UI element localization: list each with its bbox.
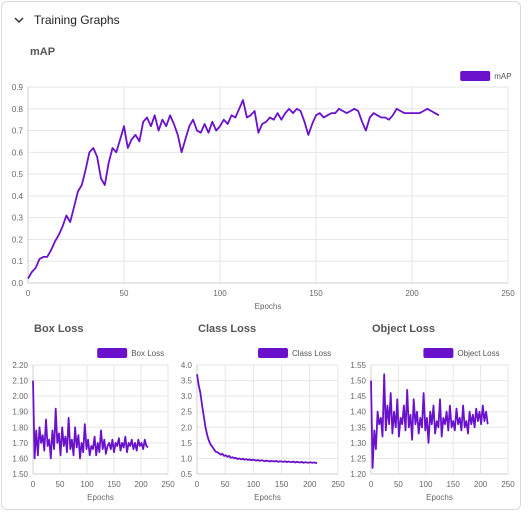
box-ytick-label: 1.70 [12, 439, 28, 448]
object-legend-swatch [423, 348, 454, 358]
class-ytick-label: 1.5 [181, 439, 193, 448]
training-graphs-header[interactable]: Training Graphs [2, 2, 520, 38]
object-xtick-label: 250 [501, 480, 515, 489]
map-ytick-label: 0.8 [12, 105, 24, 114]
box-ytick-label: 1.90 [12, 408, 28, 417]
map-ytick-label: 0.5 [12, 170, 24, 179]
class-xtick-label: 200 [303, 480, 317, 489]
object-series-line [370, 373, 489, 469]
class-series-line [196, 374, 318, 464]
class-legend-swatch [258, 348, 288, 358]
class-xtick-label: 0 [195, 480, 200, 489]
box-legend-label: Box Loss [131, 349, 164, 358]
map-xtick-label: 200 [405, 289, 419, 298]
class-ytick-label: 3.0 [181, 392, 193, 401]
object-ytick-label: 1.40 [350, 408, 366, 417]
map-series-line [27, 99, 440, 280]
map-x-axis-label: Epochs [255, 302, 282, 311]
class-xtick-label: 50 [221, 480, 230, 489]
box-ytick-label: 1.50 [12, 470, 28, 479]
class-xtick-label: 100 [247, 480, 261, 489]
class-ytick-label: 0.5 [181, 470, 193, 479]
class-xtick-label: 250 [331, 480, 345, 489]
box-series-line [32, 380, 149, 460]
panel-title: Training Graphs [34, 13, 120, 27]
box-xtick-label: 150 [107, 480, 121, 489]
object-x-axis-label: Epochs [426, 493, 453, 502]
box-ytick-label: 1.80 [12, 423, 28, 432]
class-ytick-label: 1.0 [181, 454, 193, 463]
box-legend-swatch [97, 348, 128, 358]
class-x-axis-label: Epochs [254, 493, 281, 502]
class-ytick-label: 2.5 [181, 408, 193, 417]
object-ytick-label: 1.25 [350, 454, 366, 463]
box-xtick-label: 100 [80, 480, 94, 489]
class-legend-label: Class Loss [292, 349, 331, 358]
map-xtick-label: 100 [213, 289, 227, 298]
object-ytick-label: 1.55 [350, 361, 366, 370]
box-x-axis-label: Epochs [87, 493, 114, 502]
chevron-down-icon[interactable] [13, 14, 25, 26]
box-ytick-label: 1.60 [12, 454, 28, 463]
map-xtick-label: 250 [501, 289, 515, 298]
map-legend-label: mAP [494, 72, 511, 81]
object-ytick-label: 1.30 [350, 439, 366, 448]
map-ytick-label: 0.7 [12, 127, 24, 136]
box-xtick-label: 250 [161, 480, 175, 489]
object-ytick-label: 1.45 [350, 392, 366, 401]
map-ytick-label: 0.6 [12, 148, 24, 157]
class-ytick-label: 4.0 [181, 361, 193, 370]
map-ytick-label: 0.0 [12, 279, 24, 288]
box-xtick-label: 0 [31, 480, 36, 489]
box-ytick-label: 2.00 [12, 392, 28, 401]
map-ytick-label: 0.4 [12, 192, 24, 201]
object-ytick-label: 1.35 [350, 423, 366, 432]
map-xtick-label: 150 [309, 289, 323, 298]
class-loss-chart-title: Class Loss [198, 323, 257, 335]
class-ytick-label: 2.0 [181, 423, 193, 432]
box-ytick-label: 2.20 [12, 361, 28, 370]
map-ytick-label: 0.3 [12, 214, 24, 223]
map-ytick-label: 0.1 [12, 257, 24, 266]
map-xtick-label: 50 [120, 289, 129, 298]
class-xtick-label: 150 [275, 480, 289, 489]
object-xtick-label: 200 [474, 480, 488, 489]
object-xtick-label: 50 [394, 480, 403, 489]
map-chart-title: mAP [30, 46, 56, 58]
box-xtick-label: 200 [134, 480, 148, 489]
box-ytick-label: 2.10 [12, 377, 28, 386]
class-ytick-label: 3.5 [181, 377, 193, 386]
object-loss-chart-title: Object Loss [372, 323, 435, 335]
object-ytick-label: 1.50 [350, 377, 366, 386]
box-loss-chart-title: Box Loss [34, 323, 84, 335]
object-ytick-label: 1.20 [350, 470, 366, 479]
object-xtick-label: 100 [419, 480, 433, 489]
map-legend-swatch [460, 71, 491, 81]
object-xtick-label: 150 [447, 480, 461, 489]
map-xtick-label: 0 [26, 289, 31, 298]
map-ytick-label: 0.2 [12, 235, 24, 244]
object-xtick-label: 0 [369, 480, 374, 489]
box-xtick-label: 50 [56, 480, 65, 489]
map-ytick-label: 0.9 [12, 83, 24, 92]
object-legend-label: Object Loss [457, 349, 499, 358]
